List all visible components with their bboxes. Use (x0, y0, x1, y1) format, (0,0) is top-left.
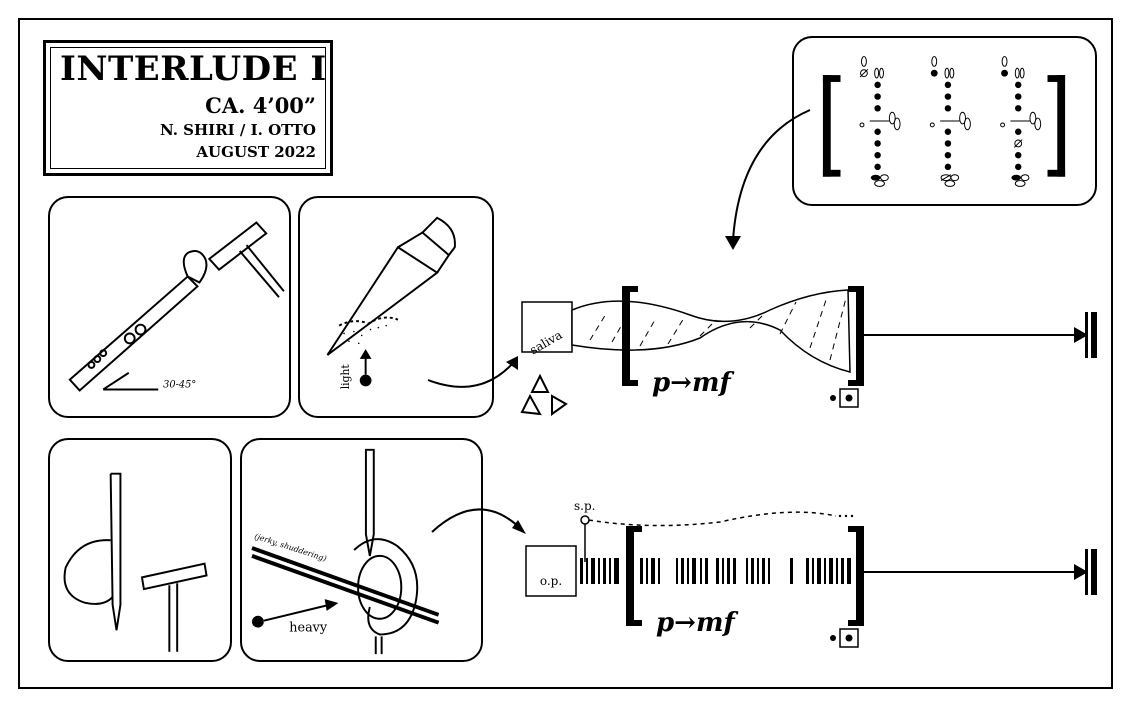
pressure-dot-icon (251, 615, 264, 628)
authors-label: N. SHIRI / I. OTTO (159, 121, 316, 139)
fingering-column-1 (859, 56, 901, 187)
flute-angle-panel: 30-45° (48, 196, 291, 418)
reed-scrape-panel: light (298, 196, 494, 418)
flute-hammer-illustration: 30-45° (68, 221, 285, 392)
row2-dynamic: p→mf (656, 608, 735, 638)
light-label: light (339, 364, 352, 390)
bow-scrape-illustration: (jerky, shuddering) heavy (251, 448, 440, 655)
fingering-chart-panel (792, 36, 1097, 206)
duration-label: CA. 4’00” (205, 93, 316, 118)
bracket-left-icon (822, 75, 841, 177)
title-block: INTERLUDE I CA. 4’00” N. SHIRI / I. OTTO… (43, 40, 333, 176)
fingering-chart-graphic (822, 56, 1066, 187)
reed-hammer-illustration (63, 472, 208, 652)
score-frame (18, 18, 1113, 689)
date-label: AUGUST 2022 (196, 143, 316, 161)
reed-hammer-panel (48, 438, 232, 662)
fingering-column-2 (929, 56, 971, 187)
angle-label: 30-45° (163, 380, 196, 391)
row1-dynamic: p→mf (652, 368, 731, 398)
bow-scrape-panel: (jerky, shuddering) heavy (240, 438, 483, 662)
heavy-label: heavy (289, 621, 328, 636)
fingering-column-3 (1000, 56, 1042, 187)
piece-title: INTERLUDE I (60, 49, 327, 89)
pressure-dot-icon (359, 374, 372, 387)
bracket-right-icon (1047, 75, 1066, 177)
reed-illustration: light (326, 216, 456, 390)
